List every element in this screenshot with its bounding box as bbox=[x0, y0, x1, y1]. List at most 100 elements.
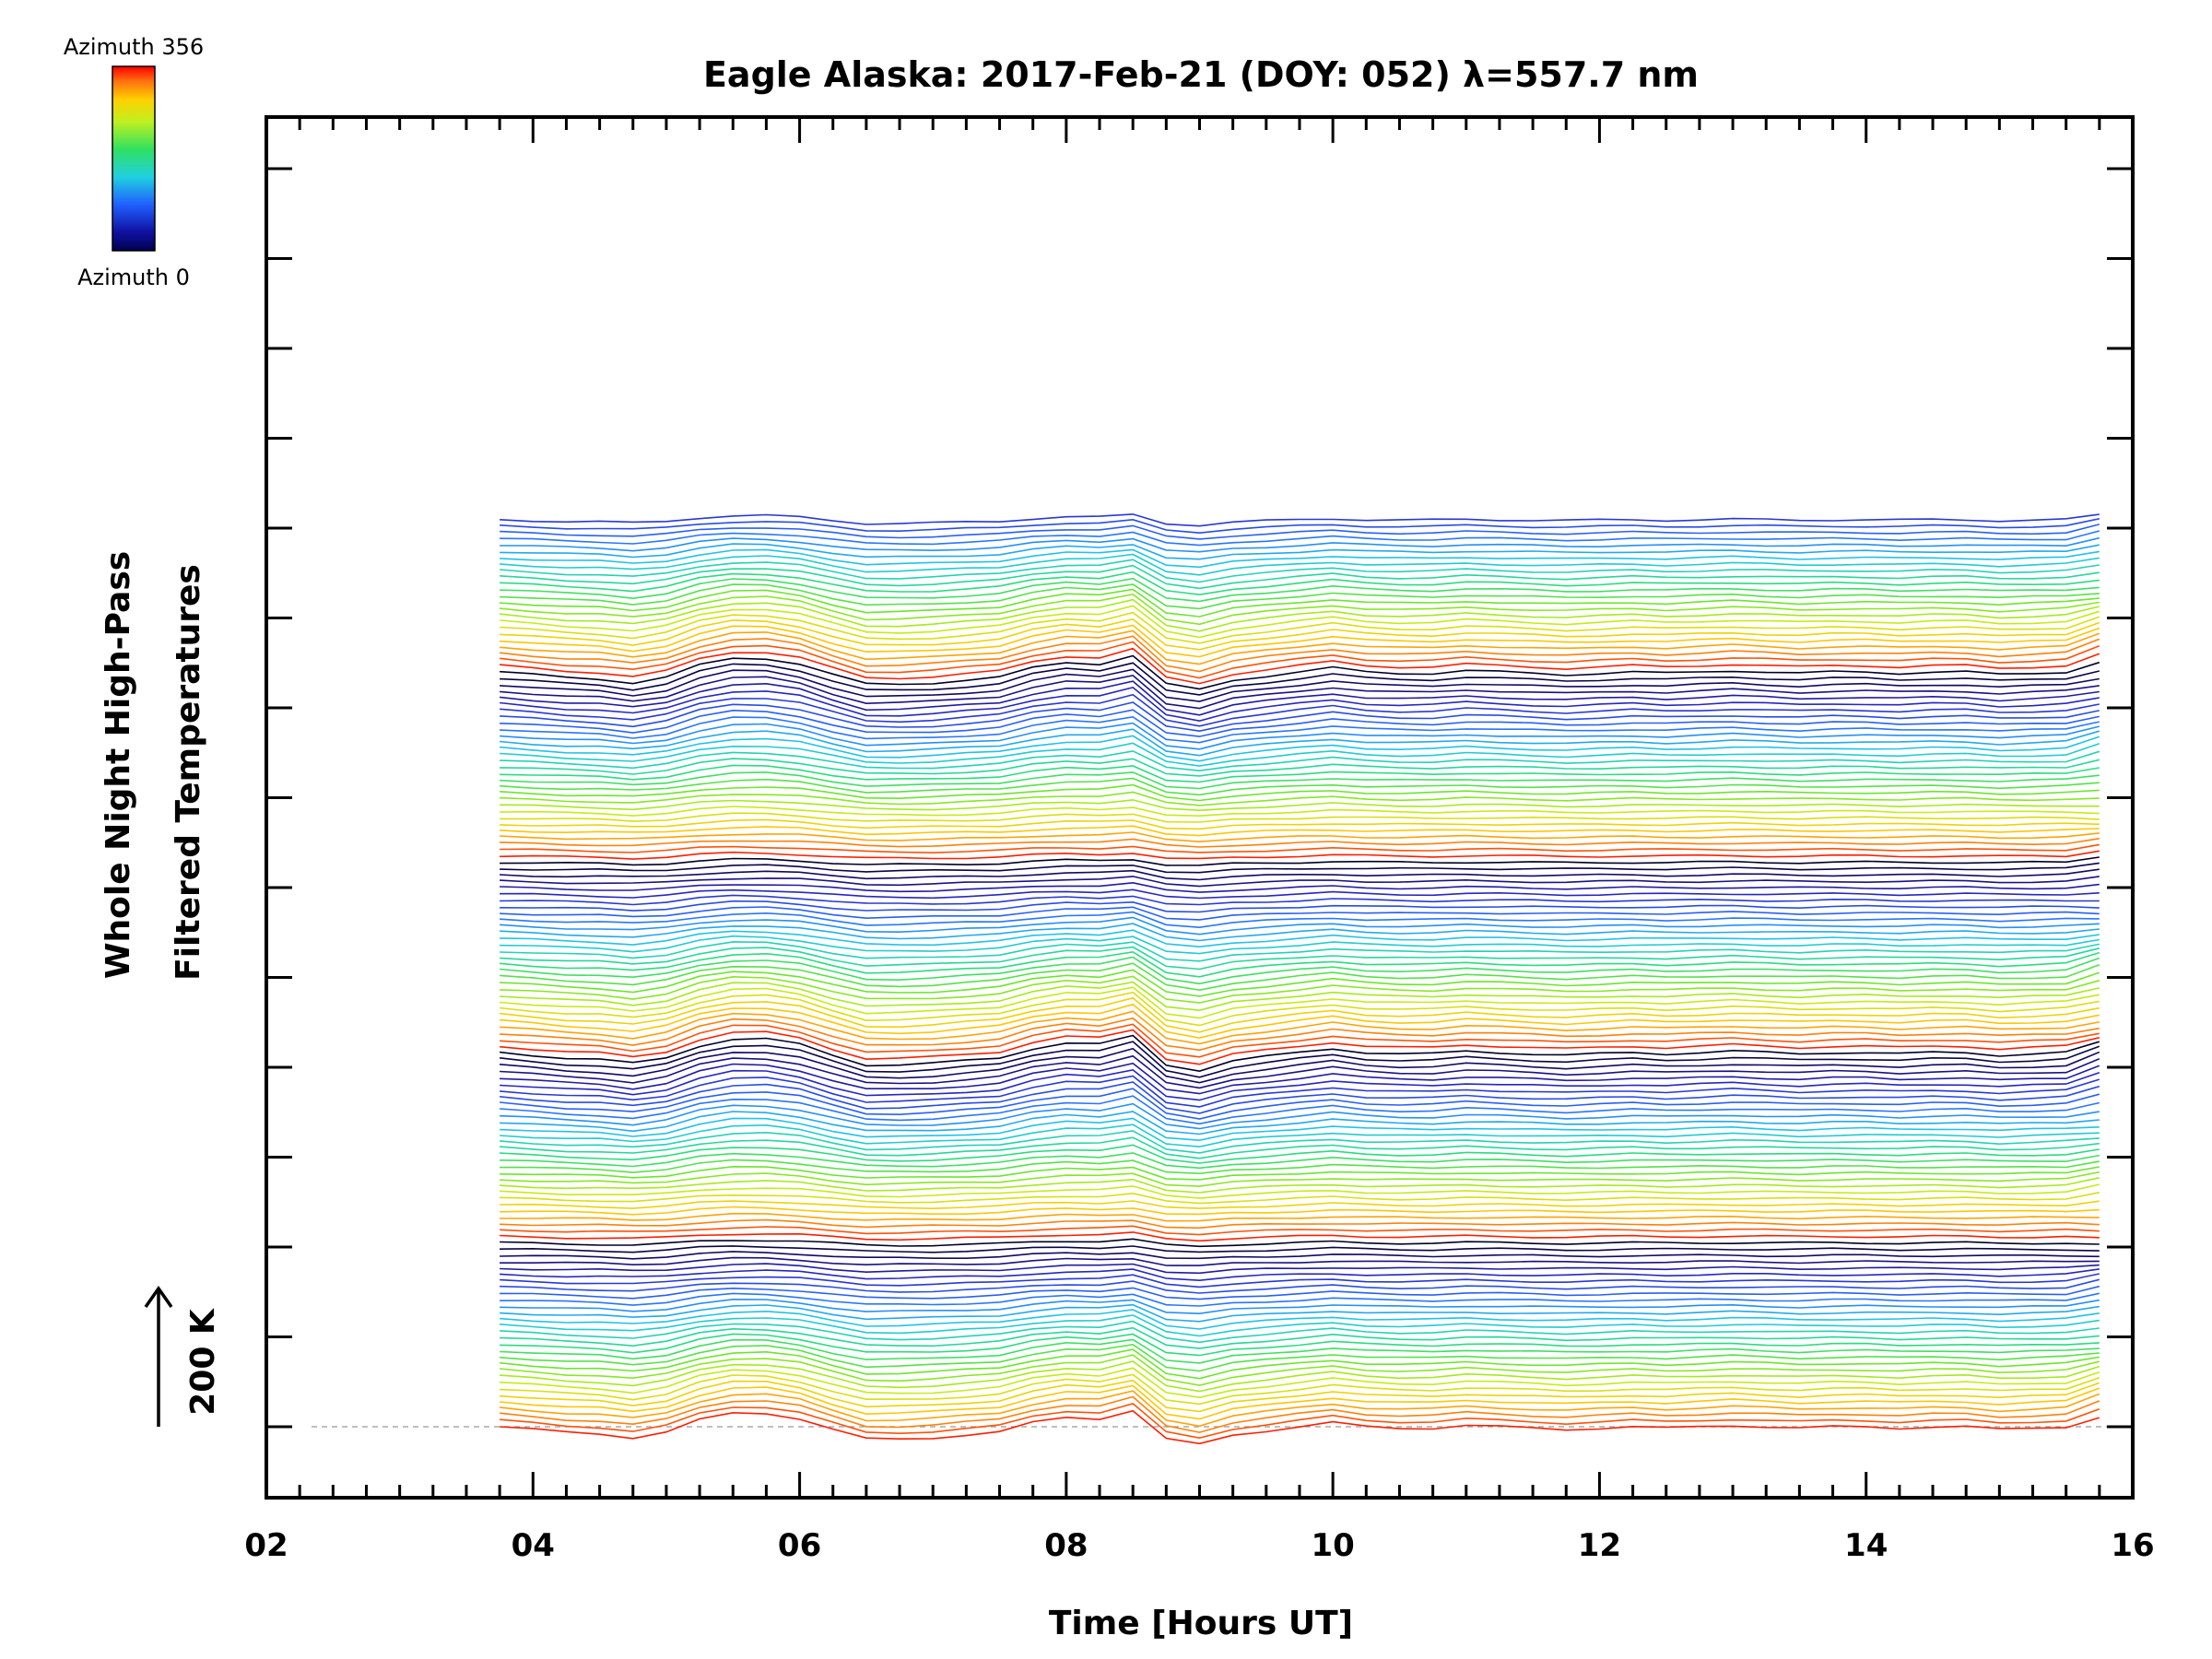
series-line bbox=[500, 1136, 2100, 1159]
series-line bbox=[500, 969, 2100, 997]
series-line bbox=[500, 1212, 2100, 1222]
series-line bbox=[500, 868, 2100, 881]
series-line bbox=[500, 1017, 2100, 1052]
series-line bbox=[500, 543, 2100, 560]
series-line bbox=[500, 881, 2100, 893]
series-line bbox=[500, 1256, 2100, 1266]
series-line bbox=[500, 571, 2100, 596]
series-line bbox=[500, 843, 2100, 854]
series-line bbox=[500, 946, 2100, 971]
series-line bbox=[500, 536, 2100, 553]
series-line bbox=[500, 668, 2100, 702]
series-lines bbox=[500, 513, 2100, 1445]
plot-frame bbox=[265, 115, 2135, 1500]
series-line bbox=[500, 1003, 2100, 1040]
series-line bbox=[500, 548, 2100, 569]
series-line bbox=[500, 1034, 2100, 1073]
series-line bbox=[500, 1192, 2100, 1205]
series-line bbox=[500, 1298, 2100, 1315]
series-line bbox=[500, 950, 2100, 978]
series-line bbox=[500, 728, 2100, 757]
series-line bbox=[500, 806, 2100, 818]
series-line bbox=[500, 662, 2100, 696]
series-line bbox=[500, 850, 2100, 860]
series-line bbox=[500, 635, 2100, 673]
series-line bbox=[500, 722, 2100, 750]
x-tick-label: 10 bbox=[1311, 1527, 1354, 1564]
series-line bbox=[500, 577, 2100, 603]
series-line bbox=[500, 929, 2100, 948]
series-line bbox=[500, 825, 2100, 837]
series-line bbox=[500, 911, 2100, 929]
series-line bbox=[500, 1292, 2100, 1307]
series-line bbox=[500, 1273, 2100, 1288]
series-line bbox=[500, 1278, 2100, 1294]
series-line bbox=[500, 838, 2100, 848]
series-line bbox=[500, 1010, 2100, 1045]
series-line bbox=[500, 1200, 2100, 1210]
series-line bbox=[500, 1165, 2100, 1181]
series-line bbox=[500, 1054, 2100, 1089]
series-line bbox=[500, 1268, 2100, 1282]
series-line bbox=[500, 1095, 2100, 1125]
series-line bbox=[500, 564, 2100, 590]
series-line bbox=[500, 1206, 2100, 1216]
axis-ticks: 02 04 06 08 10 12 14 16 bbox=[244, 117, 2155, 1564]
series-line bbox=[500, 996, 2100, 1033]
series-line bbox=[500, 1379, 2100, 1413]
series-line bbox=[500, 553, 2100, 576]
series-line bbox=[500, 1238, 2100, 1248]
series-line bbox=[500, 764, 2100, 783]
series-line bbox=[500, 771, 2100, 790]
series-line bbox=[500, 1245, 2100, 1253]
series-line bbox=[500, 709, 2100, 737]
series-line bbox=[500, 675, 2100, 710]
series-line bbox=[500, 1367, 2100, 1399]
series-line bbox=[500, 1075, 2100, 1108]
x-tick-label: 08 bbox=[1044, 1527, 1088, 1564]
series-line bbox=[500, 654, 2100, 690]
series-line bbox=[500, 1285, 2100, 1300]
series-line bbox=[500, 647, 2100, 685]
series-line bbox=[500, 783, 2100, 802]
series-line bbox=[500, 900, 2100, 913]
series-line bbox=[500, 831, 2100, 843]
series-line bbox=[500, 1309, 2100, 1330]
series-line bbox=[500, 1047, 2100, 1084]
series-line bbox=[500, 1159, 2100, 1175]
series-line bbox=[500, 1069, 2100, 1101]
series-line bbox=[500, 1360, 2100, 1393]
series-line bbox=[500, 758, 2100, 777]
series-line bbox=[500, 605, 2100, 639]
series-line bbox=[500, 1041, 2100, 1078]
series-line bbox=[500, 1320, 2100, 1344]
colorbar bbox=[112, 65, 156, 252]
series-line bbox=[500, 818, 2100, 830]
x-tick-label: 14 bbox=[1844, 1527, 1888, 1564]
series-line bbox=[500, 888, 2100, 900]
series-line bbox=[500, 1348, 2100, 1380]
series-line bbox=[500, 1338, 2100, 1364]
series-line bbox=[500, 1171, 2100, 1187]
series-line bbox=[500, 916, 2100, 935]
series-line bbox=[500, 715, 2100, 744]
series-line bbox=[500, 624, 2100, 658]
series-line bbox=[500, 680, 2100, 716]
series-line bbox=[500, 1225, 2100, 1236]
colorbar-min-label: Azimuth 0 bbox=[77, 265, 190, 290]
series-line bbox=[500, 598, 2100, 632]
series-line bbox=[500, 1409, 2100, 1445]
series-line bbox=[500, 991, 2100, 1027]
series-line bbox=[500, 1081, 2100, 1114]
scale-arrow bbox=[144, 1285, 173, 1427]
series-line bbox=[500, 856, 2100, 866]
series-line bbox=[500, 956, 2100, 985]
series-line bbox=[500, 1395, 2100, 1433]
series-line bbox=[500, 735, 2100, 762]
series-line bbox=[500, 1384, 2100, 1420]
x-tick-label: 04 bbox=[512, 1527, 555, 1564]
x-tick-label: 02 bbox=[244, 1527, 288, 1564]
series-line bbox=[500, 1152, 2100, 1170]
series-line bbox=[500, 981, 2100, 1012]
